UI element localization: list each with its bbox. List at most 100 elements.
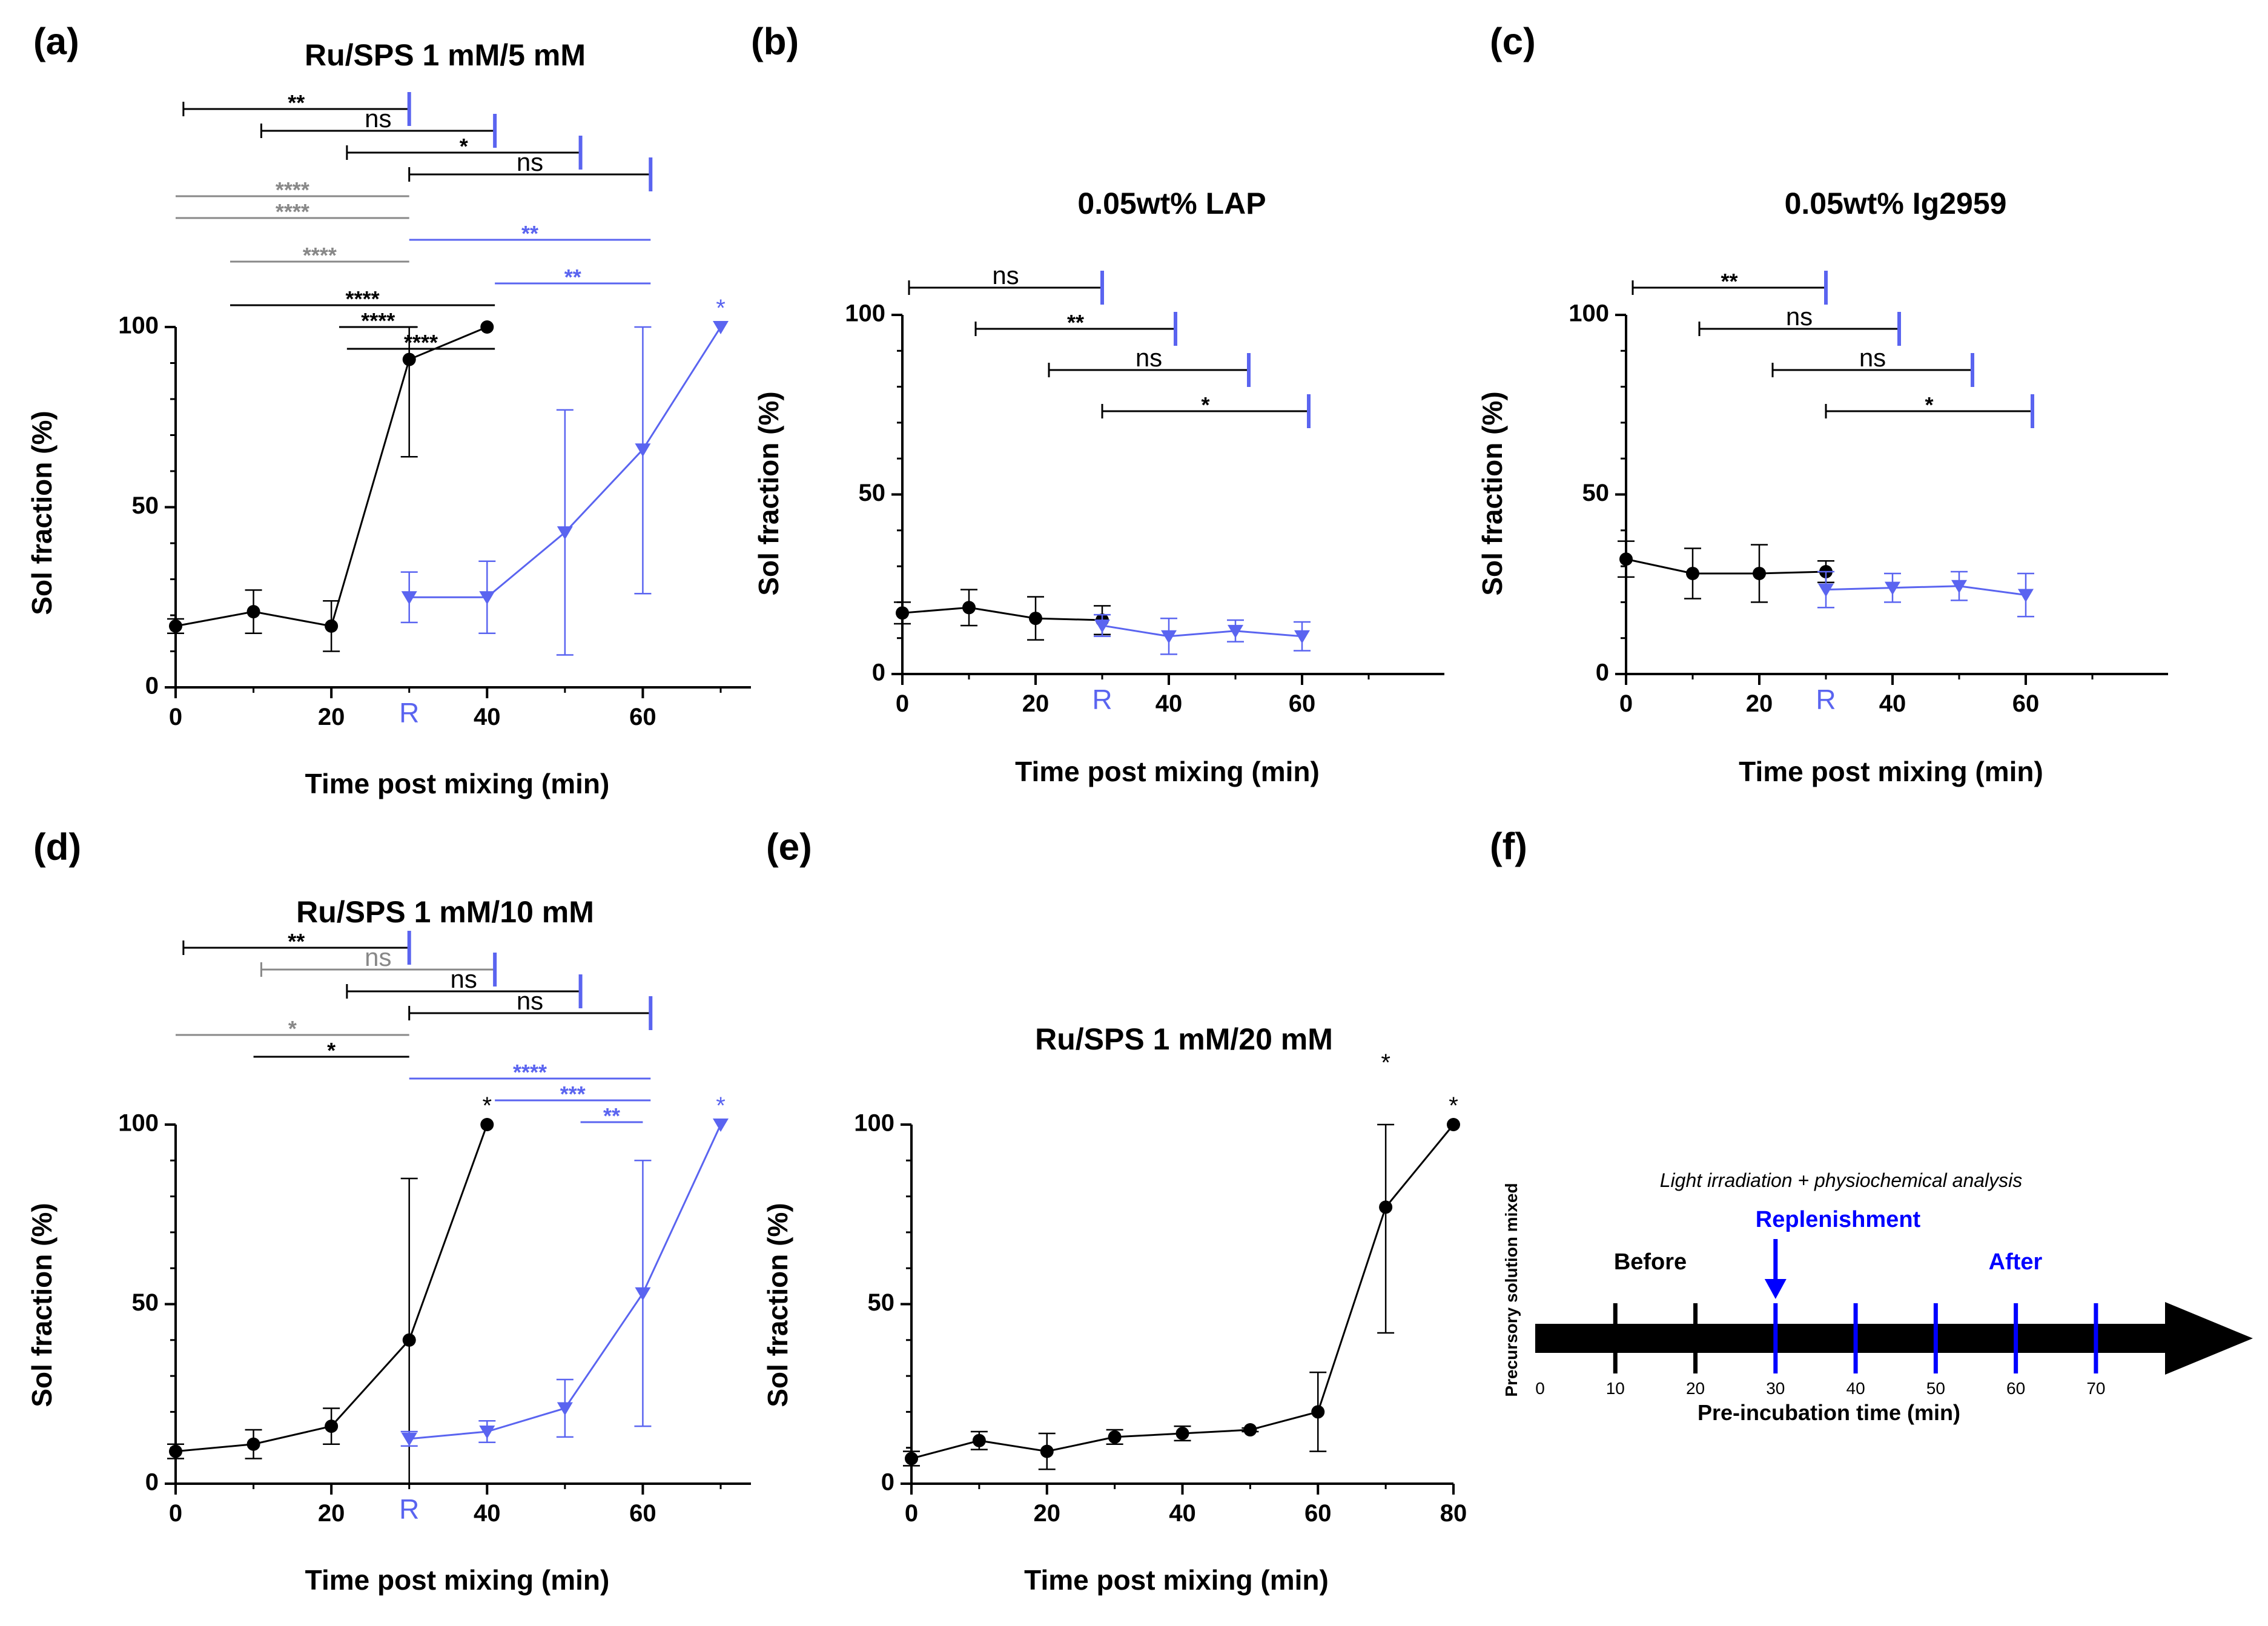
data-point bbox=[401, 1432, 417, 1446]
sig-bar-label: ns bbox=[1136, 343, 1162, 372]
chart-title: Ru/SPS 1 mM/20 mM bbox=[1035, 1022, 1333, 1056]
timeline-tick-label: 40 bbox=[1846, 1379, 1865, 1398]
x-tick-label: 20 bbox=[318, 1500, 345, 1527]
sig-bar-label: ns bbox=[1786, 302, 1813, 331]
data-point bbox=[1228, 624, 1243, 638]
x-tick-label: 60 bbox=[629, 704, 656, 730]
data-point bbox=[246, 605, 260, 619]
chart-title: 0.05wt% Ig2959 bbox=[1785, 187, 2007, 220]
timeline-tick-label: 10 bbox=[1606, 1379, 1625, 1398]
series-line-before bbox=[1625, 558, 1827, 575]
sig-bar-label: ns bbox=[365, 943, 391, 971]
replenish-marker: R bbox=[1816, 684, 1836, 715]
y-axis-label: Sol fraction (%) bbox=[26, 411, 58, 615]
data-point bbox=[905, 1452, 918, 1466]
data-point bbox=[402, 352, 416, 366]
data-point bbox=[1243, 1423, 1257, 1437]
y-tick-label: 100 bbox=[854, 1110, 894, 1137]
data-point bbox=[972, 1433, 986, 1447]
data-point bbox=[1686, 566, 1699, 580]
panel-label: (e) bbox=[766, 826, 812, 868]
data-point bbox=[2018, 589, 2034, 603]
x-tick-label: 0 bbox=[896, 690, 909, 717]
data-point bbox=[1818, 583, 1834, 597]
data-point bbox=[480, 1118, 494, 1131]
timeline-tick-label: 0 bbox=[1535, 1379, 1545, 1398]
x-axis-label: Time post mixing (min) bbox=[1739, 756, 2043, 787]
sig-bar-label: **** bbox=[276, 199, 309, 224]
sig-bar-label: * bbox=[327, 1038, 336, 1063]
data-point bbox=[713, 1119, 729, 1132]
sig-bar-label: ** bbox=[288, 929, 305, 954]
data-point bbox=[401, 591, 417, 605]
data-point bbox=[402, 1333, 416, 1347]
panel-label: (b) bbox=[751, 21, 799, 62]
timeline-panel: (f) Light irradiation + physiochemical an… bbox=[1490, 825, 2253, 1425]
x-tick-label: 60 bbox=[629, 1500, 656, 1527]
series-line-before bbox=[175, 326, 488, 627]
series-line-before bbox=[175, 1124, 488, 1453]
x-tick-label: 0 bbox=[169, 704, 182, 730]
x-tick-label: 60 bbox=[1289, 690, 1316, 717]
data-point bbox=[557, 526, 573, 540]
data-point bbox=[635, 443, 651, 457]
point-star: * bbox=[1449, 1092, 1458, 1119]
x-tick-label: 40 bbox=[474, 1500, 501, 1527]
y-axis-label: Sol fraction (%) bbox=[1476, 391, 1508, 595]
sig-bar-label: ns bbox=[517, 148, 543, 176]
x-tick-label: 0 bbox=[169, 1500, 182, 1527]
chart-panel-a: (a) Ru/SPS 1 mM/5 mM 0 50 100 0 20 40 60 R Time po… bbox=[26, 21, 751, 799]
timeline-tick-label: 60 bbox=[2006, 1379, 2025, 1398]
timeline-arrow-head bbox=[2165, 1302, 2253, 1375]
data-point bbox=[557, 1402, 573, 1416]
x-tick-label: 0 bbox=[1619, 690, 1633, 717]
data-point bbox=[1108, 1430, 1122, 1444]
data-point bbox=[1447, 1118, 1460, 1131]
y-tick-label: 50 bbox=[132, 1289, 159, 1316]
timeline-caption: Light irradiation + physiochemical analy… bbox=[1660, 1169, 2023, 1191]
y-tick-label: 100 bbox=[118, 312, 159, 339]
data-point bbox=[325, 1419, 339, 1433]
point-star: * bbox=[716, 295, 726, 322]
x-tick-label: 20 bbox=[1022, 690, 1050, 717]
replenish-marker: R bbox=[1092, 684, 1112, 715]
sig-bar-label: ns bbox=[451, 965, 477, 993]
x-tick-label: 20 bbox=[318, 704, 345, 730]
sig-bar-label: *** bbox=[560, 1082, 586, 1106]
data-point bbox=[896, 606, 909, 620]
timeline-vertical-label: Precursory solution mixed bbox=[1502, 1183, 1521, 1396]
x-tick-label: 20 bbox=[1034, 1500, 1061, 1527]
replenishment-arrow-head bbox=[1764, 1279, 1787, 1299]
x-tick-label: 60 bbox=[2012, 690, 2040, 717]
data-point bbox=[1379, 1200, 1393, 1214]
timeline-tick-label: 70 bbox=[2086, 1379, 2105, 1398]
sig-bar-label: ** bbox=[564, 265, 581, 289]
x-axis-label: Time post mixing (min) bbox=[305, 768, 610, 799]
data-point bbox=[1753, 566, 1766, 580]
chart-panel-d: (d) Ru/SPS 1 mM/10 mM 0 50 100 0 20 40 60 R Time p… bbox=[26, 826, 751, 1596]
replenish-marker: R bbox=[399, 697, 419, 729]
sig-bar-label: **** bbox=[361, 308, 395, 333]
x-tick-label: 80 bbox=[1440, 1500, 1467, 1527]
data-point bbox=[1094, 619, 1110, 633]
sig-bar-label: **** bbox=[346, 286, 380, 311]
timeline-x-label: Pre-incubation time (min) bbox=[1698, 1400, 1960, 1425]
y-tick-label: 50 bbox=[132, 492, 159, 519]
chart-panel-e: (e) Ru/SPS 1 mM/20 mM 0 50 100 0 20 40 60 80 Time … bbox=[762, 826, 1467, 1596]
data-point bbox=[962, 601, 976, 615]
y-axis-label: Sol fraction (%) bbox=[26, 1203, 58, 1407]
y-axis-label: Sol fraction (%) bbox=[762, 1203, 793, 1407]
timeline-before-label: Before bbox=[1614, 1249, 1687, 1275]
series-line-before bbox=[902, 606, 1103, 621]
y-tick-label: 0 bbox=[145, 673, 159, 699]
y-tick-label: 0 bbox=[145, 1469, 159, 1496]
series-line-before bbox=[911, 1124, 1455, 1459]
chart-title: Ru/SPS 1 mM/10 mM bbox=[296, 895, 594, 929]
data-point bbox=[479, 1426, 495, 1439]
series-line-after bbox=[1825, 585, 2026, 597]
data-point bbox=[1311, 1405, 1325, 1419]
point-star: * bbox=[482, 1092, 492, 1119]
sig-bar-label: ns bbox=[1859, 343, 1886, 372]
x-tick-label: 60 bbox=[1304, 1500, 1332, 1527]
